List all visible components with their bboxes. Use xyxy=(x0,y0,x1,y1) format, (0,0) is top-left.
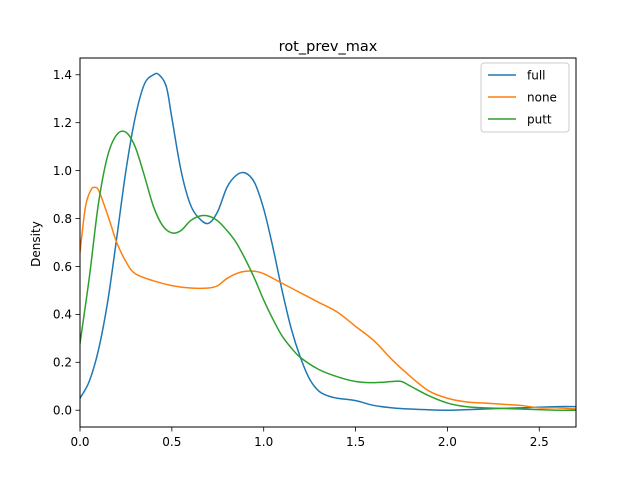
legend-box xyxy=(480,62,570,133)
y-axis-ticks: 0.0 0.2 0.4 0.6 0.8 1.0 1.2 1.4 xyxy=(53,68,80,418)
x-tick-label: 0.5 xyxy=(162,435,181,449)
series-line-putt xyxy=(80,130,576,412)
x-tick-label: 1.5 xyxy=(346,435,365,449)
x-tick-label: 1.0 xyxy=(254,435,273,449)
x-tick-label: 0.0 xyxy=(70,435,89,449)
y-tick-label: 1.0 xyxy=(53,164,72,178)
legend-label-none: none xyxy=(527,90,557,104)
series-line-none xyxy=(80,186,576,410)
x-tick-label: 2.5 xyxy=(530,435,549,449)
plot-frame xyxy=(79,57,577,428)
plot-lines xyxy=(80,72,576,412)
y-tick-label: 0.6 xyxy=(53,260,72,274)
series-line-full xyxy=(80,72,576,411)
y-tick-label: 0.4 xyxy=(53,308,72,322)
legend-label-full: full xyxy=(527,68,546,82)
x-axis-ticks: 0.0 0.5 1.0 1.5 2.0 2.5 xyxy=(70,427,549,449)
x-tick-label: 2.0 xyxy=(438,435,457,449)
y-tick-label: 1.4 xyxy=(53,68,72,82)
y-axis-label: Density xyxy=(29,221,43,267)
chart-title: rot_prev_max xyxy=(279,39,378,55)
y-tick-label: 0.8 xyxy=(53,212,72,226)
legend: full none putt xyxy=(480,62,570,133)
y-tick-label: 0.0 xyxy=(53,404,72,418)
y-tick-label: 0.2 xyxy=(53,356,72,370)
legend-label-putt: putt xyxy=(527,112,552,126)
y-tick-label: 1.2 xyxy=(53,116,72,130)
